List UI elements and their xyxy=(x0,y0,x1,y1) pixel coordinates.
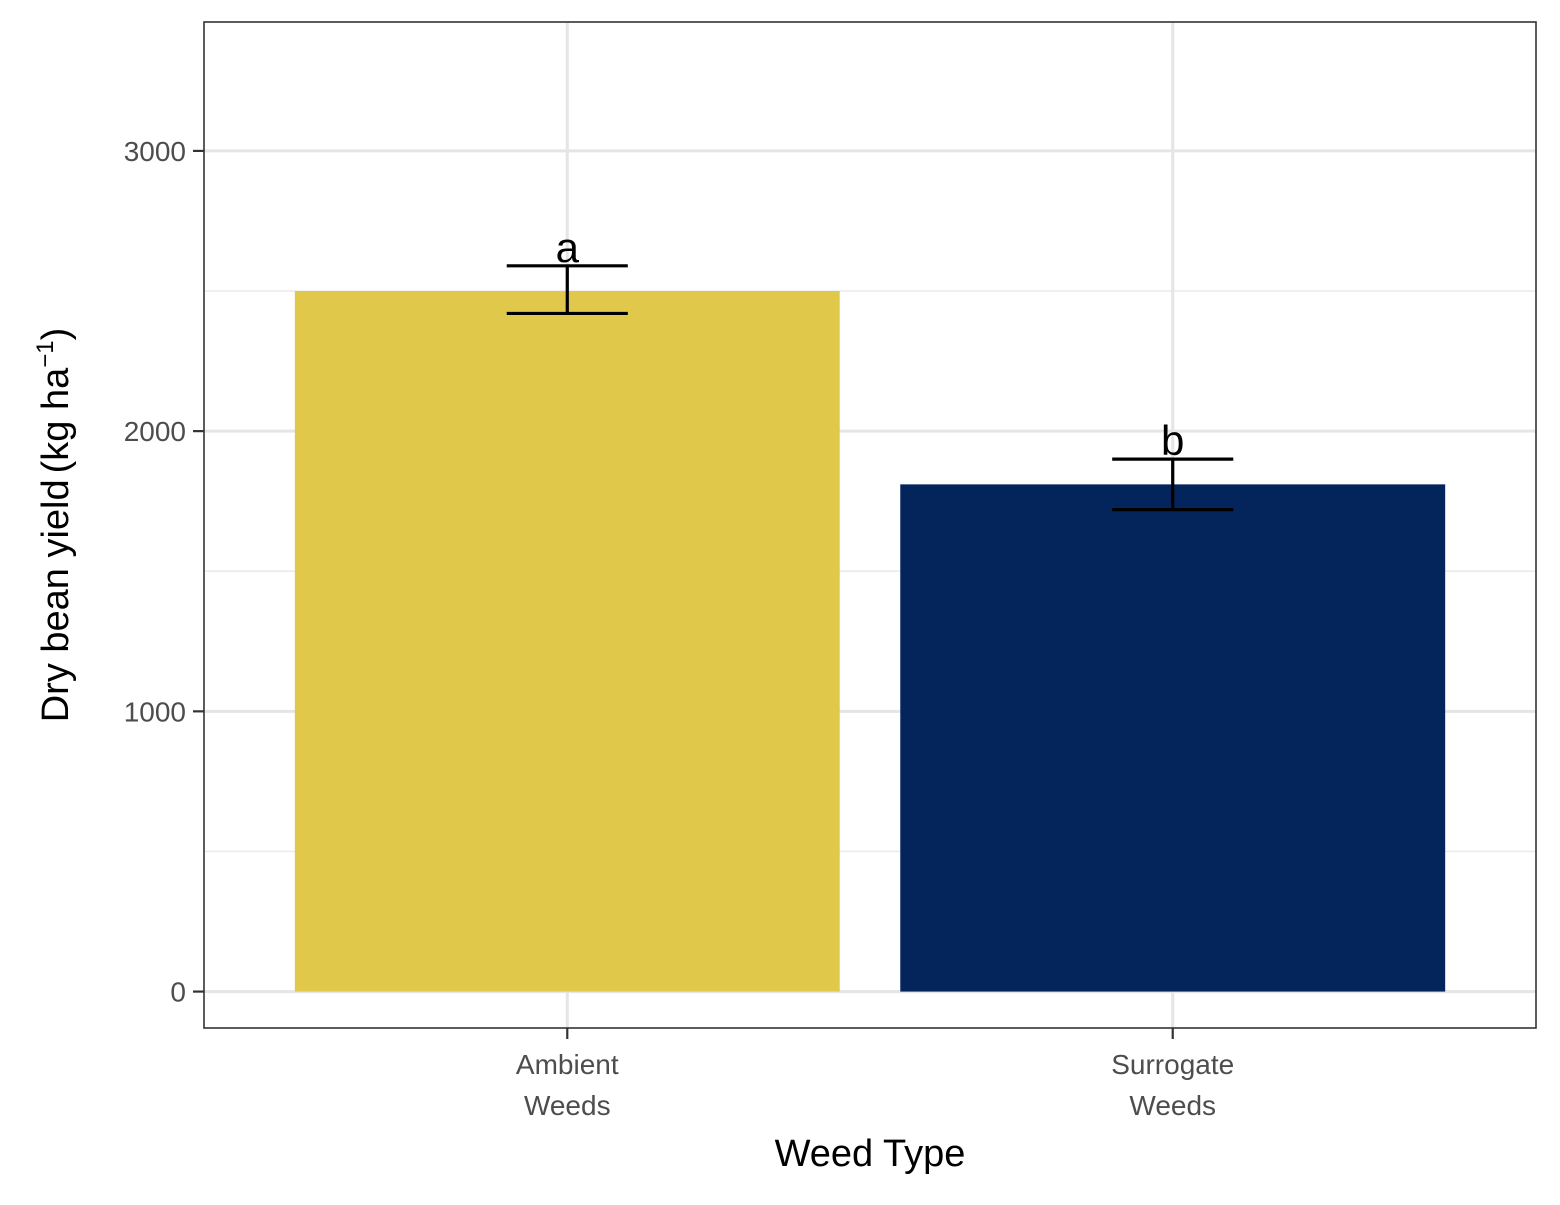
y-tick-label: 1000 xyxy=(124,696,186,727)
error-bars xyxy=(506,264,1234,512)
y-axis-title-text: Dry bean yield xyxy=(35,479,77,722)
y-axis: 0 1000 2000 3000 xyxy=(124,136,204,1008)
panel-border xyxy=(203,21,1537,1029)
x-axis: Ambient Weeds Surrogate Weeds xyxy=(516,1028,1234,1121)
x-tick-label-line2: Weeds xyxy=(1129,1090,1216,1121)
y-tick-label: 0 xyxy=(170,977,186,1008)
x-tick-label-line1: Surrogate xyxy=(1111,1049,1234,1080)
y-axis-title-paren-open: ( xyxy=(35,460,77,473)
x-axis-title: Weed Type xyxy=(775,1133,966,1175)
significance-letters: ab xyxy=(556,224,1185,464)
significance-letter: a xyxy=(556,224,580,271)
y-axis-title: Dry bean yield (kg ha−1) xyxy=(32,328,77,723)
y-axis-title-superscript: −1 xyxy=(32,340,59,367)
bar xyxy=(294,291,840,992)
y-tick-label: 2000 xyxy=(124,416,186,447)
x-tick-label-line1: Ambient xyxy=(516,1049,619,1080)
y-axis-title-unit: kg ha xyxy=(35,367,77,461)
bars xyxy=(294,291,1446,992)
y-tick-label: 3000 xyxy=(124,136,186,167)
significance-letter: b xyxy=(1161,417,1184,464)
bar xyxy=(900,484,1446,992)
y-axis-title-paren-close: ) xyxy=(35,328,77,341)
x-tick-label-line2: Weeds xyxy=(524,1090,611,1121)
